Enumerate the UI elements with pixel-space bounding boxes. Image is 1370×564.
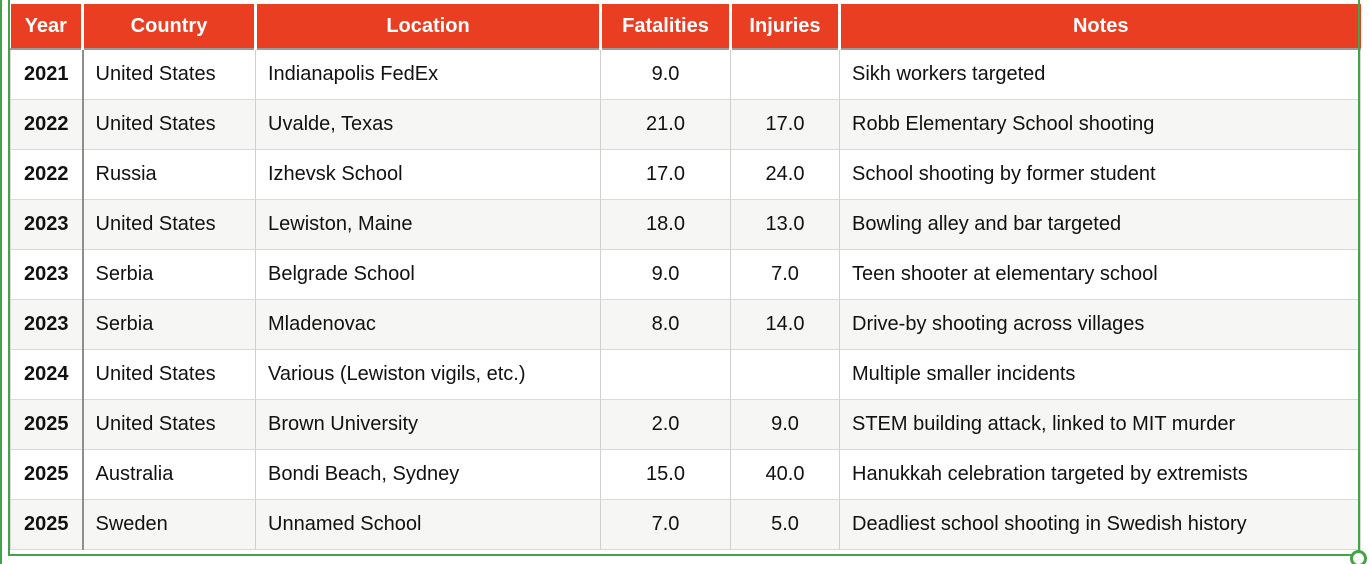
cell[interactable]: Serbia bbox=[82, 299, 256, 350]
cell[interactable]: Teen shooter at elementary school bbox=[839, 249, 1361, 300]
cell[interactable]: United States bbox=[82, 399, 256, 450]
cell[interactable] bbox=[600, 349, 731, 400]
table-row: 2021 United States Indianapolis FedEx 9.0 Si… bbox=[10, 49, 1361, 100]
cell[interactable]: 9.0 bbox=[600, 49, 731, 100]
header-cell-fatalities[interactable]: Fatalities bbox=[599, 4, 731, 50]
table-row: 2023 United States Lewiston, Maine 18.0 13.0… bbox=[10, 199, 1361, 250]
cell[interactable]: Serbia bbox=[82, 249, 256, 300]
selection-resize-handle[interactable] bbox=[1350, 550, 1367, 564]
incidents-table: Year Country Location Fatalities Injurie… bbox=[10, 4, 1361, 550]
row-header-cell[interactable]: 2025 bbox=[10, 449, 84, 500]
table-row: 2025 Sweden Unnamed School 7.0 5.0 Deadliest … bbox=[10, 499, 1361, 550]
cell[interactable]: Hanukkah celebration targeted by extremi… bbox=[839, 449, 1361, 500]
row-header-cell[interactable]: 2025 bbox=[10, 499, 84, 550]
cell[interactable]: School shooting by former student bbox=[839, 149, 1361, 200]
header-cell-notes[interactable]: Notes bbox=[838, 4, 1361, 50]
cell[interactable]: United States bbox=[82, 99, 256, 150]
row-header-cell[interactable]: 2023 bbox=[10, 199, 84, 250]
cell[interactable]: 7.0 bbox=[730, 249, 840, 300]
cell[interactable]: 17.0 bbox=[730, 99, 840, 150]
cell[interactable]: Belgrade School bbox=[255, 249, 601, 300]
cell[interactable]: 2.0 bbox=[600, 399, 731, 450]
table-row: 2024 United States Various (Lewiston vigil… bbox=[10, 349, 1361, 400]
cell[interactable]: Drive-by shooting across villages bbox=[839, 299, 1361, 350]
cell[interactable]: Brown University bbox=[255, 399, 601, 450]
header-cell-year[interactable]: Year bbox=[10, 4, 83, 50]
row-header-cell[interactable]: 2022 bbox=[10, 99, 84, 150]
cell[interactable]: 15.0 bbox=[600, 449, 731, 500]
table-row: 2022 Russia Izhevsk School 17.0 24.0 School s… bbox=[10, 149, 1361, 200]
row-header-cell[interactable]: 2025 bbox=[10, 399, 84, 450]
cell[interactable]: Robb Elementary School shooting bbox=[839, 99, 1361, 150]
cell[interactable]: Bowling alley and bar targeted bbox=[839, 199, 1361, 250]
header-cell-location[interactable]: Location bbox=[254, 4, 601, 50]
table-row: 2025 Australia Bondi Beach, Sydney 15.0 40.0… bbox=[10, 449, 1361, 500]
cell[interactable] bbox=[730, 49, 840, 100]
cell[interactable]: 7.0 bbox=[600, 499, 731, 550]
cell[interactable]: 40.0 bbox=[730, 449, 840, 500]
cell[interactable]: Indianapolis FedEx bbox=[255, 49, 601, 100]
cell[interactable]: 9.0 bbox=[600, 249, 731, 300]
cell[interactable]: 18.0 bbox=[600, 199, 731, 250]
cell[interactable]: United States bbox=[82, 199, 256, 250]
cell[interactable]: 8.0 bbox=[600, 299, 731, 350]
row-header-cell[interactable]: 2024 bbox=[10, 349, 84, 400]
cell[interactable]: Sweden bbox=[82, 499, 256, 550]
cell[interactable]: 21.0 bbox=[600, 99, 731, 150]
cell[interactable]: Uvalde, Texas bbox=[255, 99, 601, 150]
header-cell-country[interactable]: Country bbox=[81, 4, 256, 50]
cell[interactable]: United States bbox=[82, 349, 256, 400]
cell[interactable]: 5.0 bbox=[730, 499, 840, 550]
table-row: 2025 United States Brown University 2.0 9.0 S… bbox=[10, 399, 1361, 450]
table-row: 2022 United States Uvalde, Texas 21.0 17.0 Ro… bbox=[10, 99, 1361, 150]
header-cell-injuries[interactable]: Injuries bbox=[729, 4, 840, 50]
cell[interactable]: Mladenovac bbox=[255, 299, 601, 350]
cell[interactable]: Unnamed School bbox=[255, 499, 601, 550]
cell[interactable]: Australia bbox=[82, 449, 256, 500]
cell[interactable]: 9.0 bbox=[730, 399, 840, 450]
cell[interactable]: Bondi Beach, Sydney bbox=[255, 449, 601, 500]
selection-outer-left-line bbox=[0, 0, 2, 564]
cell[interactable]: Deadliest school shooting in Swedish his… bbox=[839, 499, 1361, 550]
cell[interactable]: Lewiston, Maine bbox=[255, 199, 601, 250]
cell[interactable]: 17.0 bbox=[600, 149, 731, 200]
cell[interactable]: United States bbox=[82, 49, 256, 100]
cell[interactable]: STEM building attack, linked to MIT murd… bbox=[839, 399, 1361, 450]
row-header-cell[interactable]: 2021 bbox=[10, 49, 84, 100]
table-body: 2021 United States Indianapolis FedEx 9.0 Si… bbox=[10, 49, 1361, 550]
cell[interactable]: Russia bbox=[82, 149, 256, 200]
cell[interactable]: Sikh workers targeted bbox=[839, 49, 1361, 100]
row-header-cell[interactable]: 2022 bbox=[10, 149, 84, 200]
row-header-cell[interactable]: 2023 bbox=[10, 249, 84, 300]
cell[interactable]: 14.0 bbox=[730, 299, 840, 350]
table-header: Year Country Location Fatalities Injurie… bbox=[10, 4, 1361, 50]
cell[interactable]: 24.0 bbox=[730, 149, 840, 200]
cell[interactable]: 13.0 bbox=[730, 199, 840, 250]
cell[interactable] bbox=[730, 349, 840, 400]
table-row: 2023 Serbia Mladenovac 8.0 14.0 Drive-by shoo… bbox=[10, 299, 1361, 350]
header-row: Year Country Location Fatalities Injurie… bbox=[10, 4, 1361, 50]
cell[interactable]: Izhevsk School bbox=[255, 149, 601, 200]
row-header-cell[interactable]: 2023 bbox=[10, 299, 84, 350]
table-row: 2023 Serbia Belgrade School 9.0 7.0 Teen shoo… bbox=[10, 249, 1361, 300]
cell[interactable]: Various (Lewiston vigils, etc.) bbox=[255, 349, 601, 400]
cell[interactable]: Multiple smaller incidents bbox=[839, 349, 1361, 400]
